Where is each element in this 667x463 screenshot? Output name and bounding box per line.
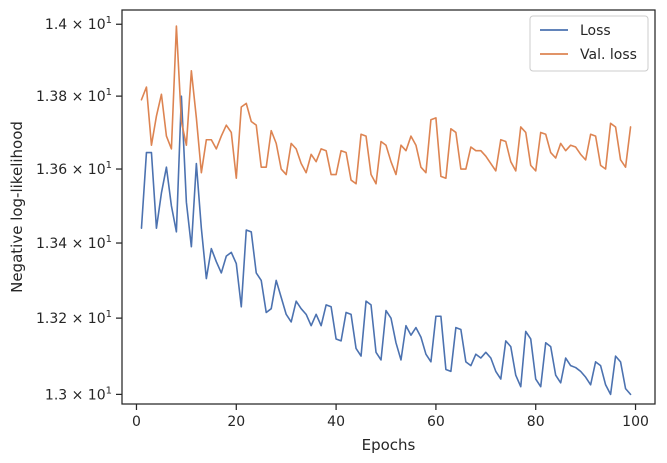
- y-tick-label: 1.38 × 101: [36, 87, 112, 105]
- y-tick-label: 1.34 × 101: [36, 234, 112, 252]
- y-tick-label: 1.36 × 101: [36, 160, 112, 178]
- y-tick-exponent: 1: [106, 309, 112, 320]
- y-tick-exponent: 1: [106, 87, 112, 98]
- axes-frame: [121, 9, 656, 405]
- series-line-val-loss: [140, 25, 632, 185]
- x-tick-label: 40: [327, 414, 345, 430]
- y-tick-times: × 10: [67, 311, 105, 327]
- x-tick-label: 0: [132, 414, 141, 430]
- y-tick-label: 1.32 × 101: [36, 309, 112, 327]
- y-tick-mantissa: 1.36: [36, 162, 67, 178]
- y-tick-mantissa: 1.32: [36, 311, 67, 327]
- y-tick-label: 1.4 × 101: [45, 15, 112, 33]
- y-tick-mantissa: 1.34: [36, 236, 67, 252]
- y-tick-exponent: 1: [106, 160, 112, 171]
- y-tick-times: × 10: [67, 387, 105, 403]
- legend: Loss Val. loss: [529, 15, 649, 72]
- series-line-loss: [140, 95, 632, 396]
- y-tick-mantissa: 1.4: [45, 17, 67, 33]
- y-tick-times: × 10: [67, 89, 105, 105]
- x-tick-label: 60: [427, 414, 445, 430]
- y-tick-exponent: 1: [106, 385, 112, 396]
- y-tick-exponent: 1: [106, 234, 112, 245]
- x-axis-label: Epochs: [362, 436, 416, 454]
- y-tick-times: × 10: [67, 236, 105, 252]
- x-tick-label: 80: [527, 414, 545, 430]
- legend-label: Val. loss: [580, 47, 637, 63]
- y-tick-label: 1.3 × 101: [45, 385, 112, 403]
- x-tick-label: 20: [227, 414, 245, 430]
- y-tick-times: × 10: [67, 162, 105, 178]
- y-tick-exponent: 1: [106, 15, 112, 26]
- x-tick-label: 100: [622, 414, 649, 430]
- y-axis-label: Negative log-likelihood: [8, 121, 26, 293]
- y-tick-mantissa: 1.3: [45, 387, 67, 403]
- legend-label: Loss: [580, 23, 611, 39]
- y-tick-times: × 10: [67, 17, 105, 33]
- y-tick-mantissa: 1.38: [36, 89, 67, 105]
- series-layer: [140, 25, 632, 396]
